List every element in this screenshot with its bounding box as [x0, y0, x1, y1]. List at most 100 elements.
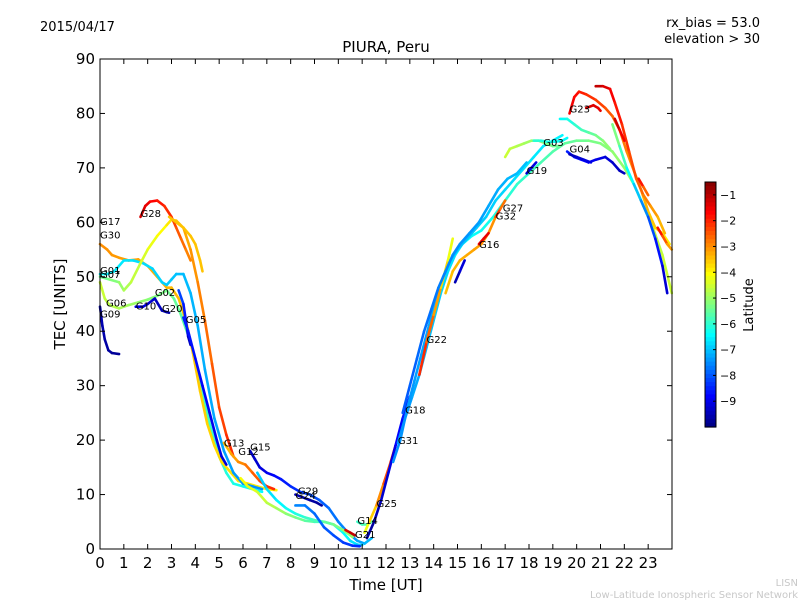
track-segment [253, 457, 261, 469]
track-segment [172, 297, 183, 317]
track-segment [503, 147, 512, 159]
track-segment [103, 297, 111, 307]
track-segment [530, 161, 538, 170]
track-segment [294, 512, 307, 519]
track-segment [642, 185, 650, 197]
track-segment [101, 324, 107, 341]
track-segment [113, 259, 126, 273]
prn-labels: G17G30G01G07G06G09G28G10G02G20G05G13G12G… [100, 104, 590, 541]
track-segment [661, 231, 671, 246]
track-segment [189, 291, 200, 328]
track-segment [196, 324, 207, 371]
track-segment [222, 449, 235, 475]
track-segment [425, 313, 435, 344]
satellite-track [344, 528, 357, 537]
track-segment [499, 199, 507, 211]
track-segment [139, 204, 147, 219]
prn-label: G20 [162, 304, 182, 315]
track-segment [532, 144, 545, 159]
track-segment [422, 308, 433, 333]
track-segment [456, 237, 469, 251]
satellite-track [139, 199, 192, 262]
track-segment [611, 161, 621, 172]
prn-label: G27 [503, 203, 523, 214]
colorbar-band [705, 275, 716, 281]
track-segment [341, 531, 352, 543]
track-segment [189, 248, 200, 284]
track-segment [117, 303, 130, 310]
track-segment [303, 504, 316, 515]
satellite-track [568, 152, 593, 164]
x-tick-label: 16 [472, 554, 491, 572]
satellite-track [656, 226, 674, 251]
track-segment [596, 106, 602, 113]
track-segment [484, 199, 497, 219]
prn-label: G22 [427, 335, 447, 346]
satellite-track [182, 316, 228, 466]
colorbar-band [705, 263, 716, 269]
satellite-track [98, 218, 235, 458]
prn-label: G06 [106, 299, 126, 310]
track-segment [205, 422, 216, 447]
colorbar: −1 −2 −3 −4 −5 −6 −7 −8 −9 [704, 181, 736, 428]
colorbar-band [705, 214, 716, 220]
track-segment [255, 471, 269, 491]
track-segment [229, 452, 240, 464]
track-segment [265, 501, 278, 510]
track-segment [437, 270, 447, 289]
colorbar-band [705, 402, 716, 408]
x-tick-label: 23 [639, 554, 658, 572]
colorbar-band [705, 312, 716, 318]
y-tick-label: 80 [76, 104, 95, 122]
track-segment [458, 259, 466, 273]
track-segment [222, 441, 233, 456]
colorbar-band [705, 235, 716, 240]
track-segment [275, 498, 288, 510]
track-segment [203, 368, 216, 420]
colorbar-band [705, 259, 716, 265]
prn-label: G24 [295, 491, 315, 502]
track-segment [177, 289, 185, 306]
track-segment [174, 221, 185, 230]
track-segment [182, 272, 192, 295]
track-segment [572, 123, 583, 132]
y-axis-ticks: 0 10 20 30 40 50 60 70 80 90 [76, 50, 672, 558]
track-segment [587, 139, 602, 145]
track-segment [246, 482, 259, 488]
track-segment [213, 444, 223, 464]
chart-title: PIURA, Peru [342, 38, 429, 56]
x-tick-label: 18 [519, 554, 538, 572]
track-segment [351, 544, 362, 548]
track-segment [487, 215, 497, 235]
track-segment [632, 182, 643, 202]
track-segment [182, 316, 190, 333]
colorbar-tick-label: −7 [720, 344, 736, 357]
footer-network: Low-Latitude Ionospheric Sensor Network [590, 590, 798, 600]
x-tick-label: 10 [329, 554, 348, 572]
track-segment [649, 204, 660, 219]
satellite-track [477, 231, 490, 246]
track-segment [239, 476, 250, 488]
x-tick-label: 11 [353, 554, 372, 572]
track-segment [182, 302, 188, 322]
x-tick-label: 17 [496, 554, 515, 572]
track-segment [208, 411, 219, 442]
track-segment [425, 319, 435, 349]
satellite-track [525, 161, 538, 175]
colorbar-band [705, 320, 716, 326]
track-segment [611, 123, 621, 148]
track-segment [146, 234, 159, 251]
track-segment [368, 504, 378, 524]
colorbar-band [705, 418, 716, 424]
track-segment [182, 226, 192, 238]
colorbar-band [705, 251, 716, 257]
track-segment [372, 498, 383, 524]
track-segment [410, 373, 421, 398]
colorbar-label: Latitude [742, 278, 757, 332]
colorbar-tick-label: −5 [720, 292, 736, 305]
colorbar-band [705, 190, 716, 195]
track-segment [656, 226, 664, 238]
track-segment [582, 158, 593, 164]
colorbar-band [705, 218, 716, 224]
